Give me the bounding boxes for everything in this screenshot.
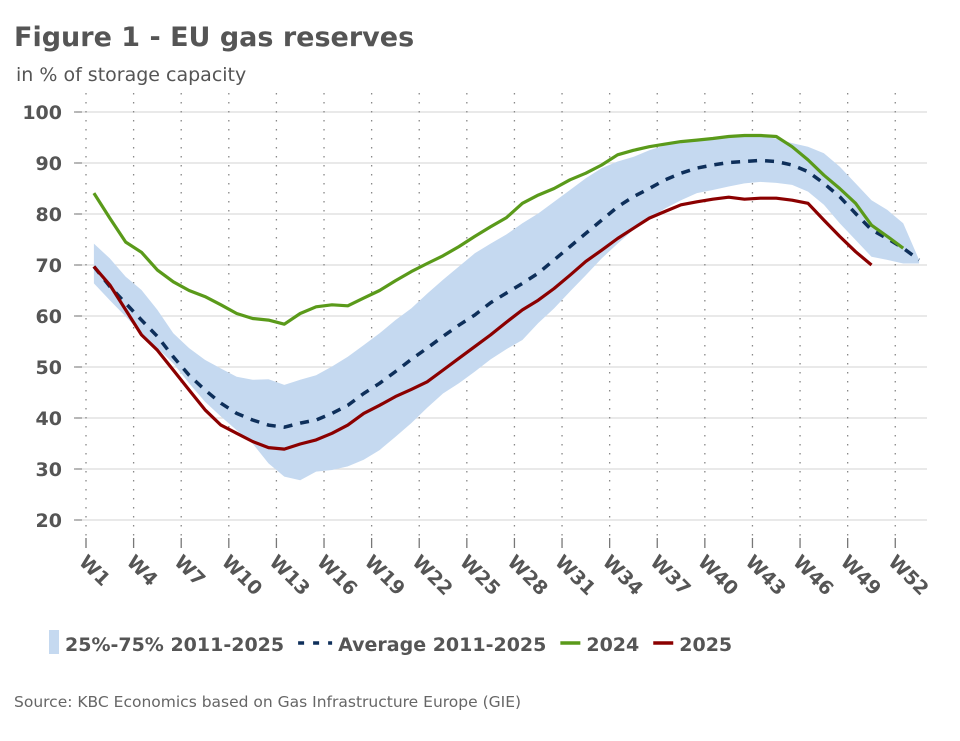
y-tick-label: 60 (36, 306, 62, 328)
legend-band-swatch (49, 630, 59, 654)
y-tick-label: 80 (36, 204, 62, 226)
y-tick-label: 20 (36, 510, 62, 532)
series-layer (92, 133, 921, 451)
x-tick-label: W13 (265, 551, 314, 600)
series-line-2024 (92, 133, 905, 326)
x-tick-label: W19 (360, 551, 409, 600)
y-tick-label: 70 (36, 255, 62, 277)
x-tick-label: W34 (598, 551, 647, 600)
x-axis: W1 W4 W7 W10W13W16W19W22W25W28W31W34W37W40W… (74, 538, 933, 600)
x-tick-label: W43 (741, 551, 790, 600)
x-tick-label: W25 (455, 551, 504, 600)
x-tick-label: W4 (122, 551, 162, 591)
x-tick-label: W7 (170, 551, 210, 591)
x-tick-label: W49 (836, 551, 885, 600)
chart-title: Figure 1 - EU gas reserves (14, 22, 414, 53)
x-tick-label: W10 (217, 551, 266, 600)
x-tick-label: W28 (503, 551, 552, 600)
band-25-75 (93, 136, 920, 481)
x-tick-label: W52 (884, 551, 933, 600)
chart-subtitle: in % of storage capacity (16, 64, 246, 86)
x-tick-label: W31 (551, 551, 600, 600)
y-axis: 20 30 40 50 60 70 80 90 100 (22, 102, 82, 532)
legend-band-label: 25%-75% 2011-2025 (65, 634, 284, 656)
series-line-average-2011-2025 (92, 158, 921, 429)
y-tick-label: 90 (36, 153, 62, 175)
y-tick-label: 100 (22, 102, 62, 124)
source-note: Source: KBC Economics based on Gas Infra… (14, 693, 521, 711)
legend: 25%-75% 2011-2025 Average 2011-2025 2024… (49, 630, 732, 656)
band-layer (93, 136, 920, 481)
x-tick-label: W40 (693, 551, 742, 600)
y-tick-label: 40 (36, 408, 62, 430)
series-line-2025 (92, 195, 873, 451)
legend-2025-label: 2025 (679, 634, 732, 656)
x-tick-label: W1 (74, 551, 114, 591)
x-tick-label: W46 (789, 551, 838, 600)
x-tick-label: W22 (408, 551, 457, 600)
x-tick-label: W37 (646, 551, 695, 600)
legend-average-label: Average 2011-2025 (338, 634, 546, 656)
y-tick-label: 50 (36, 357, 62, 379)
x-tick-label: W16 (312, 551, 361, 600)
y-tick-label: 30 (36, 459, 62, 481)
legend-2024-label: 2024 (586, 634, 639, 656)
